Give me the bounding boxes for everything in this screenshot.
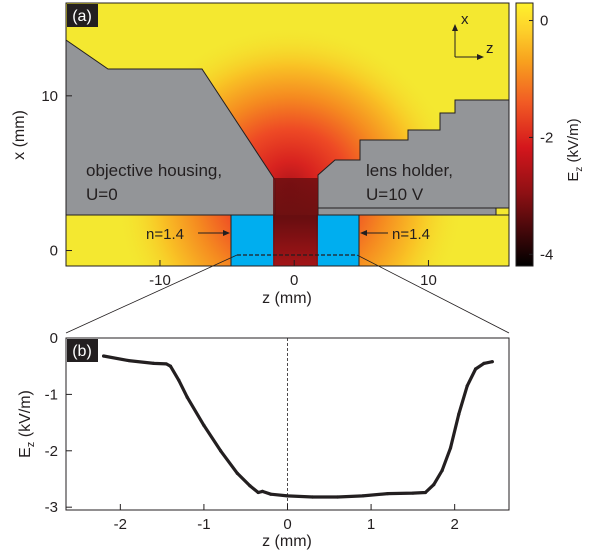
cb-tick-label-2: -4 (540, 246, 553, 263)
profile-point-0 (102, 354, 106, 358)
profile-point-3 (164, 362, 168, 366)
orientation-x-label: x (461, 11, 469, 28)
a-xtick-label-2: 10 (420, 272, 437, 289)
index-window-left (230, 214, 275, 266)
cb-tick-label-1: -2 (540, 129, 553, 146)
b-xtick-label-1: -1 (197, 516, 210, 533)
panel-b-label: (b) (72, 343, 92, 360)
a-xtick-label-1: 0 (290, 272, 298, 289)
profile-point-12 (260, 489, 265, 493)
profile-point-27 (482, 361, 486, 365)
profile-point-8 (219, 449, 223, 453)
field-core (273, 178, 318, 266)
b-xtick-label-2: 0 (283, 516, 291, 533)
profile-point-19 (411, 491, 415, 495)
profile-point-18 (386, 492, 390, 496)
colorbar-label: Ez (kV/m) (565, 118, 585, 181)
profile-point-26 (473, 367, 478, 371)
profile-point-9 (235, 471, 239, 475)
panel-a-x-ticks: -10 0 10 (149, 260, 437, 289)
profile-point-21 (432, 483, 436, 487)
panel-a-frame (65, 2, 510, 267)
annotation-housing-line1: objective housing, (86, 161, 222, 180)
annotation-index-right: n=1.4 (392, 226, 430, 243)
panel-a-ylabel: x (mm) (11, 110, 28, 160)
annotation-index-left: n=1.4 (146, 226, 184, 243)
profile-point-7 (202, 423, 206, 428)
annotation-housing-line2: U=0 (86, 185, 118, 204)
zoom-line-right (356, 254, 510, 334)
profile-point-17 (361, 494, 365, 498)
profile-point-1 (127, 358, 131, 363)
orientation-z-label: z (486, 40, 494, 57)
profile-point-22 (440, 468, 444, 473)
annotation-holder-line1: lens holder, (366, 161, 453, 180)
profile-point-14 (285, 494, 290, 498)
b-xtick-label-4: 2 (450, 516, 458, 533)
b-ytick-label-1: -1 (45, 386, 58, 403)
panel-b-ylabel: Ez (kV/m) (17, 390, 37, 458)
panel-a-xlabel: z (mm) (262, 290, 312, 307)
profile-point-23 (448, 446, 453, 450)
profile-point-6 (185, 395, 189, 399)
panel-a (66, 3, 509, 266)
profile-point-11 (256, 490, 260, 495)
colorbar (515, 2, 534, 267)
a-ytick-label-0: 0 (50, 243, 58, 260)
profile-point-16 (336, 495, 340, 499)
panel-b-label-bg (67, 339, 98, 362)
annotation-holder-line2: U=10 V (366, 185, 424, 204)
panel-a-label-bg (67, 4, 98, 27)
index-right-arrowhead (360, 230, 367, 236)
b-ytick-label-0: 0 (50, 330, 58, 347)
panel-b-xlabel: z (mm) (262, 533, 312, 550)
profile-point-13 (269, 492, 273, 496)
profile-point-2 (152, 361, 156, 365)
panel-a-label: (a) (72, 8, 92, 25)
a-ytick-label-1: 10 (41, 88, 58, 105)
profile-point-5 (177, 378, 181, 382)
b-ytick-label-2: -2 (45, 443, 58, 460)
panel-b-x-ticks: -2 -1 0 1 2 (114, 504, 459, 533)
cb-tick-label-0: 0 (540, 13, 548, 30)
profile-point-28 (490, 360, 494, 364)
b-xtick-label-0: -2 (114, 516, 127, 533)
index-left-arrowhead (223, 230, 230, 236)
profile-series-line (102, 354, 494, 499)
panel-b-y-ticks: 0 -1 -2 -3 (45, 330, 72, 516)
zoom-line-left (65, 254, 238, 334)
profile-point-4 (168, 364, 173, 368)
b-ytick-label-3: -3 (45, 499, 58, 516)
a-xtick-label-0: -10 (149, 272, 171, 289)
profile-point-20 (423, 490, 428, 495)
profile-point-25 (465, 384, 469, 388)
index-window-right (316, 214, 360, 266)
colorbar-ticks: 0 -2 -4 (529, 13, 553, 263)
profile-point-15 (310, 495, 315, 499)
panel-a-y-ticks: 0 10 (41, 88, 72, 260)
axis-orientation-icon (452, 24, 484, 60)
profile-point-10 (248, 484, 252, 488)
b-xtick-label-3: 1 (367, 516, 375, 533)
profile-points (102, 354, 494, 499)
profile-point-24 (457, 412, 461, 416)
